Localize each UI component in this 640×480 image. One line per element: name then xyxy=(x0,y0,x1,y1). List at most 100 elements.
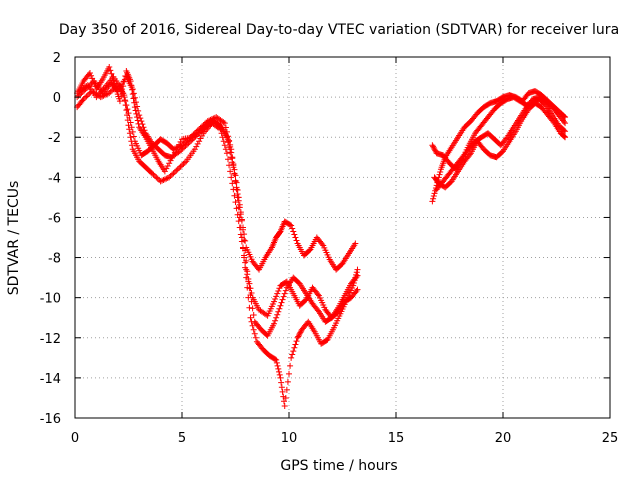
data-point xyxy=(193,143,200,150)
data-point xyxy=(279,296,286,303)
data-point xyxy=(250,312,257,319)
data-point xyxy=(181,144,188,151)
data-point xyxy=(131,94,138,101)
data-point xyxy=(85,83,92,90)
data-point xyxy=(137,115,144,122)
data-point xyxy=(166,160,173,167)
y-tick-label: -14 xyxy=(40,372,61,387)
data-point xyxy=(161,176,168,183)
data-point xyxy=(353,287,360,294)
data-point xyxy=(177,163,184,170)
data-point xyxy=(103,91,110,98)
data-point xyxy=(436,171,443,178)
data-point xyxy=(292,341,299,348)
data-point xyxy=(128,124,135,131)
data-point xyxy=(276,371,283,378)
data-point xyxy=(251,330,258,337)
data-point xyxy=(213,120,220,127)
data-point xyxy=(319,241,326,248)
data-point xyxy=(431,190,438,197)
data-point xyxy=(235,204,242,211)
data-point xyxy=(198,128,205,135)
data-point xyxy=(186,138,193,145)
data-point xyxy=(78,90,85,97)
y-tick-label: -2 xyxy=(48,131,61,146)
data-point xyxy=(290,228,297,235)
data-point xyxy=(229,180,236,187)
data-point xyxy=(271,298,278,305)
data-point xyxy=(466,151,473,158)
data-point xyxy=(274,362,281,369)
data-point xyxy=(125,110,132,117)
data-point xyxy=(232,172,239,179)
data-point xyxy=(430,195,437,202)
data-point xyxy=(562,134,569,141)
data-point xyxy=(193,132,200,139)
data-point xyxy=(273,293,280,300)
data-point xyxy=(171,145,178,152)
data-series-3 xyxy=(76,74,361,409)
data-point xyxy=(179,145,186,152)
data-point xyxy=(106,90,113,97)
data-point xyxy=(238,216,245,223)
data-point xyxy=(127,119,134,126)
data-point xyxy=(296,330,303,337)
data-point xyxy=(107,67,114,74)
data-point xyxy=(430,143,437,150)
data-point xyxy=(178,146,185,153)
data-point xyxy=(295,332,302,339)
data-point xyxy=(176,143,183,150)
data-point xyxy=(199,126,206,133)
data-point xyxy=(126,130,133,137)
data-point xyxy=(247,314,254,321)
data-point xyxy=(242,264,249,271)
data-point xyxy=(278,384,285,391)
x-tick-label: 10 xyxy=(281,431,298,446)
data-point xyxy=(176,148,183,155)
data-point xyxy=(229,155,236,162)
data-point xyxy=(89,79,96,86)
data-series-8 xyxy=(433,94,569,193)
data-point xyxy=(122,98,129,105)
data-point xyxy=(271,320,278,327)
data-point xyxy=(291,344,298,351)
data-point xyxy=(163,165,170,172)
data-point xyxy=(221,142,228,149)
data-point xyxy=(218,124,225,131)
data-point xyxy=(182,142,189,149)
data-point xyxy=(277,374,284,381)
data-point xyxy=(133,110,140,117)
data-point xyxy=(273,356,280,363)
data-point xyxy=(243,257,250,264)
data-point xyxy=(281,398,288,405)
data-point xyxy=(84,84,91,91)
y-tick-label: -16 xyxy=(40,412,61,427)
data-point xyxy=(235,218,242,225)
x-tick-label: 25 xyxy=(602,431,619,446)
data-point xyxy=(120,90,127,97)
data-point xyxy=(354,272,361,279)
data-point xyxy=(276,368,283,375)
data-point xyxy=(212,119,219,126)
x-axis-label: GPS time / hours xyxy=(280,458,397,474)
data-point xyxy=(191,134,198,141)
data-point xyxy=(249,322,256,329)
data-point xyxy=(108,70,115,77)
data-point xyxy=(275,365,282,372)
data-point xyxy=(194,140,201,147)
data-point xyxy=(291,231,298,238)
data-point xyxy=(129,128,136,135)
data-point xyxy=(151,172,158,179)
data-point xyxy=(235,194,242,201)
y-tick-label: -10 xyxy=(40,292,61,307)
data-point xyxy=(83,93,90,100)
data-point xyxy=(562,120,569,127)
data-point xyxy=(149,170,156,177)
data-point xyxy=(234,187,241,194)
data-point xyxy=(247,291,254,298)
data-point xyxy=(288,354,295,361)
data-point xyxy=(293,237,300,244)
data-point xyxy=(246,304,253,311)
data-point xyxy=(293,338,300,345)
